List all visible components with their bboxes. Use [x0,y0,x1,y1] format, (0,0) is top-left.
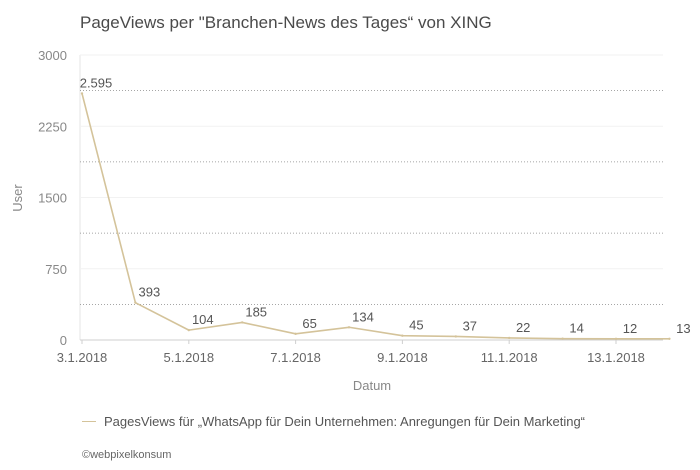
x-tick-label: 9.1.2018 [377,350,428,365]
data-label: 13 [676,321,690,336]
x-tick-label: 13.1.2018 [587,350,645,365]
y-tick-label: 750 [45,262,67,277]
y-axis-ticks: 0 750 1500 2250 3000 [38,48,67,348]
grid-lines [79,54,663,341]
data-point [614,337,618,341]
data-point [668,337,671,340]
data-point [80,92,84,95]
data-label: 22 [516,320,530,335]
data-label: 65 [302,316,316,331]
data-point [134,301,137,304]
y-tick-label: 0 [60,333,67,348]
data-label: 2.595 [80,75,113,90]
data-point [454,335,457,338]
data-point [241,321,244,324]
data-point [508,336,511,340]
data-point [187,328,190,332]
data-label: 45 [409,318,423,333]
y-axis-label: User [10,184,25,212]
x-axis-ticks: 3.1.2018 5.1.2018 7.1.2018 9.1.2018 11.1.201… [57,340,645,365]
data-point [347,326,351,329]
y-tick-label: 1500 [38,191,67,206]
data-label: 104 [192,312,214,327]
data-point [561,337,564,340]
x-tick-label: 3.1.2018 [57,350,108,365]
y-tick-label: 2250 [38,119,67,134]
copyright-credit: ©webpixelkonsum [82,449,172,461]
legend-swatch [82,421,96,422]
chart-title: PageViews per "Branchen-News des Tages“ … [80,13,492,32]
data-label: 14 [569,321,583,336]
data-label: 185 [245,304,267,319]
x-axis-label: Datum [353,378,391,393]
x-tick-label: 5.1.2018 [163,350,214,365]
data-label: 37 [463,318,477,333]
x-tick-label: 7.1.2018 [270,350,321,365]
x-tick-label: 11.1.2018 [481,350,538,365]
legend-label: PagesViews für „WhatsApp für Dein Untern… [104,414,586,429]
data-point [401,334,404,337]
y-tick-label: 3000 [38,48,67,63]
data-label: 134 [352,309,374,324]
data-label: 393 [139,285,161,300]
data-point [294,332,297,336]
series-group: 2.595 393 104 185 65 134 45 37 22 14 12 13 [80,75,691,341]
data-label: 12 [623,321,637,336]
series-line [81,93,670,340]
legend: PagesViews für „WhatsApp für Dein Untern… [82,414,585,429]
